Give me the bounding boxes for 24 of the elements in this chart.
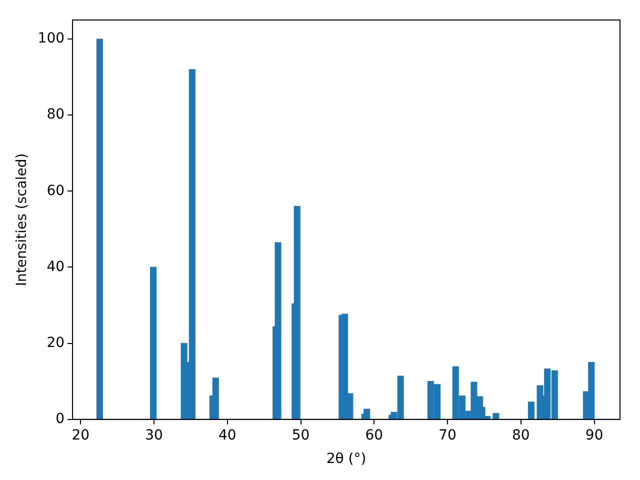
bar bbox=[212, 378, 219, 420]
x-tick-label: 90 bbox=[585, 427, 604, 444]
x-tick-label: 50 bbox=[292, 427, 310, 444]
bar bbox=[364, 408, 370, 420]
y-tick-label: 20 bbox=[46, 334, 65, 351]
bar bbox=[274, 242, 282, 420]
x-tick-label: 20 bbox=[72, 427, 90, 444]
y-tick-label: 80 bbox=[46, 106, 65, 123]
x-tick-label: 80 bbox=[512, 427, 530, 444]
x-axis-title: 2θ (°) bbox=[326, 451, 366, 468]
y-tick-label: 0 bbox=[56, 411, 65, 428]
y-tick-label: 40 bbox=[46, 258, 65, 275]
x-tick-label: 40 bbox=[218, 427, 236, 444]
x-tick-label: 70 bbox=[438, 427, 456, 444]
bar bbox=[150, 266, 157, 420]
bar bbox=[528, 402, 534, 420]
y-axis-title: Intensities (scaled) bbox=[14, 153, 30, 286]
bar bbox=[492, 412, 500, 420]
x-tick-label: 60 bbox=[365, 427, 384, 444]
y-tick-label: 60 bbox=[46, 182, 65, 199]
y-tick-label: 100 bbox=[38, 30, 65, 47]
x-tick-label: 30 bbox=[145, 427, 163, 444]
bar bbox=[96, 38, 103, 420]
bar bbox=[294, 206, 300, 420]
